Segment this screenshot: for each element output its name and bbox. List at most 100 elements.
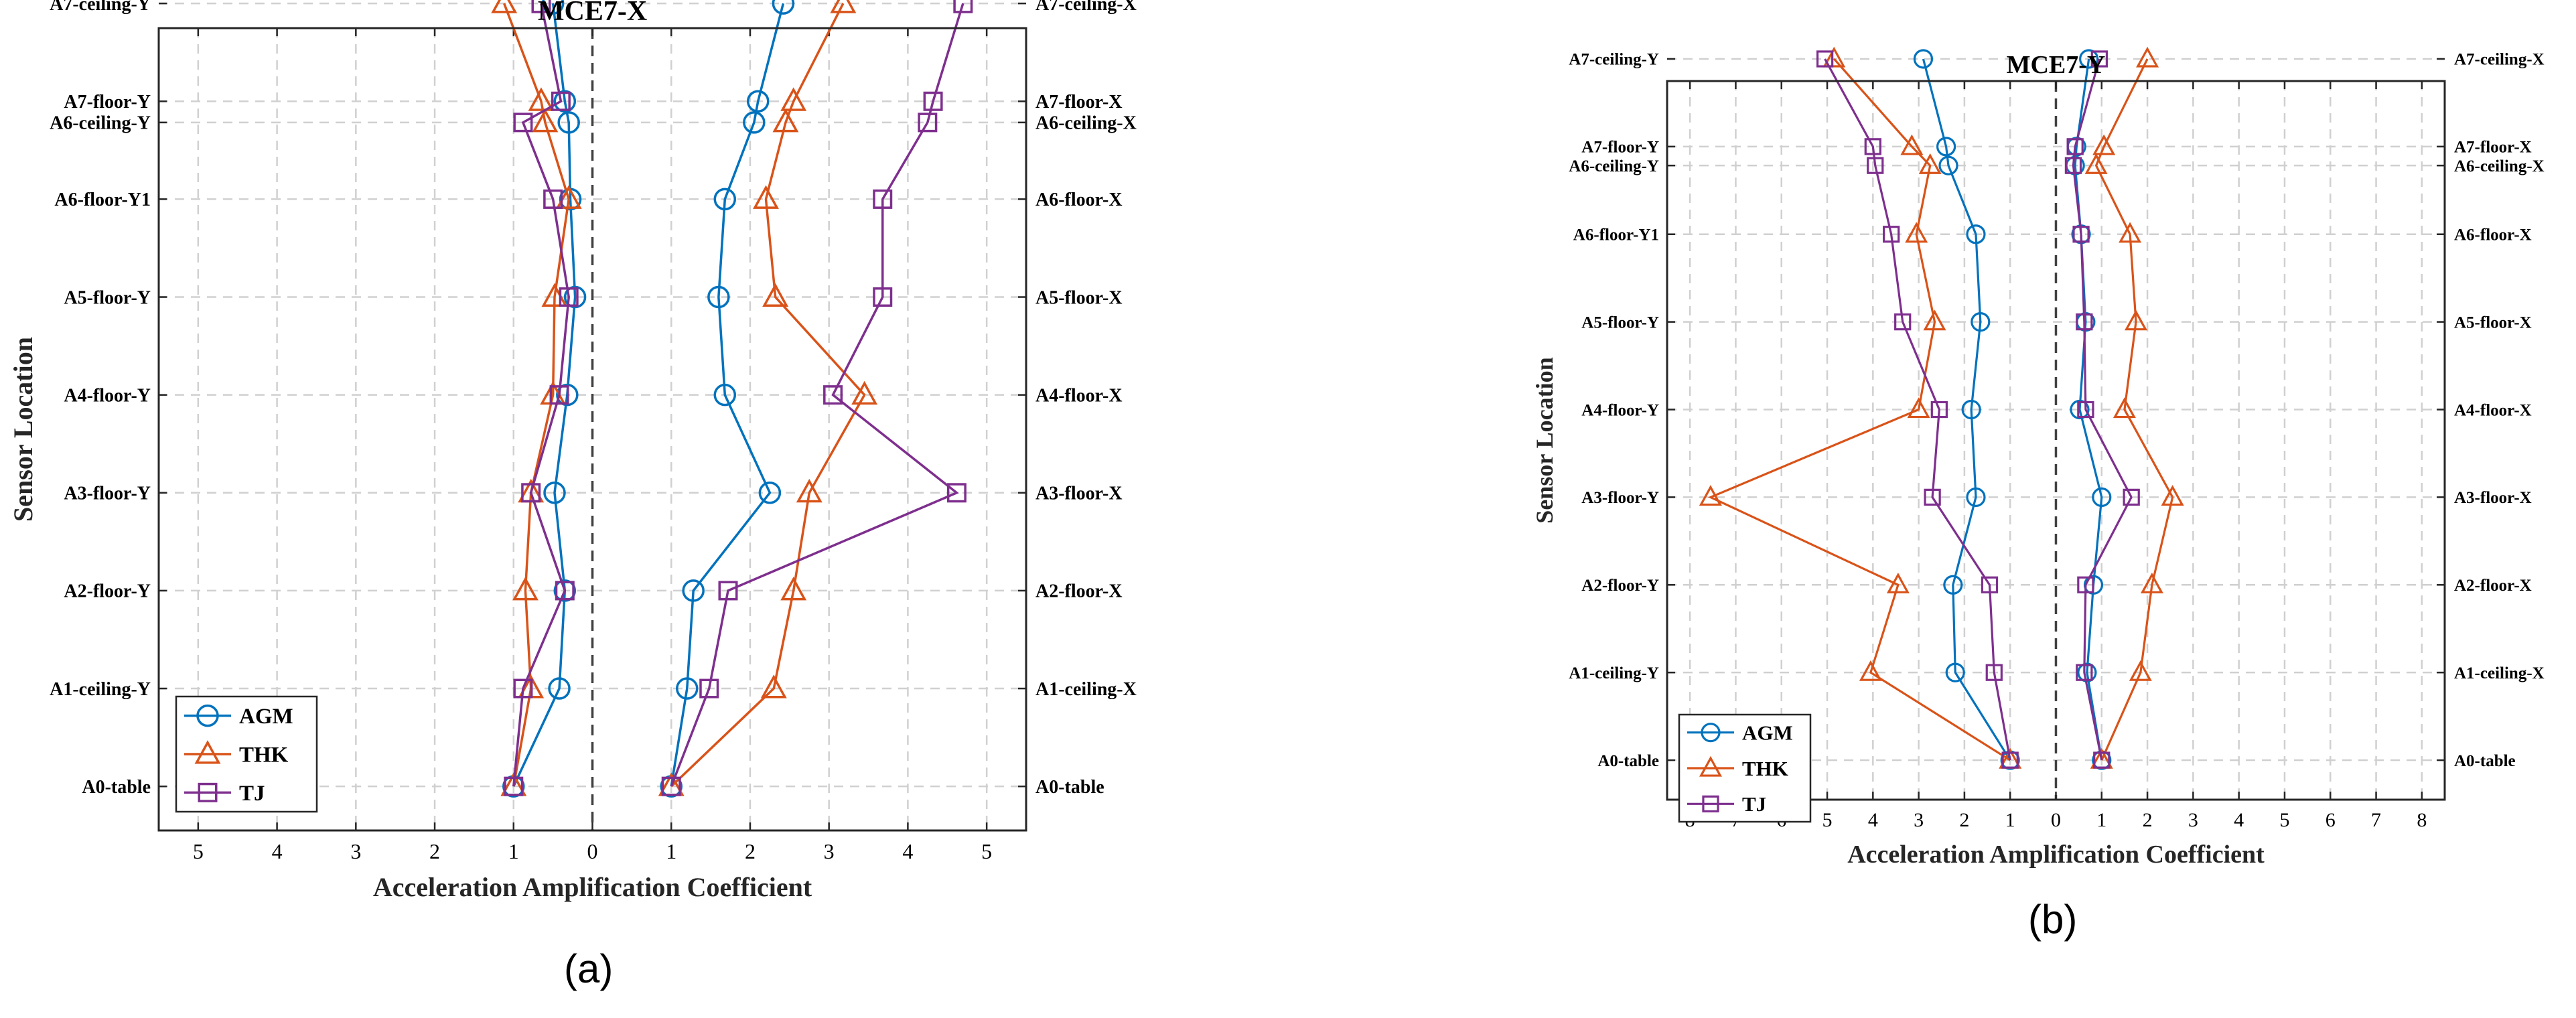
y-tick-label-left: A4-floor-Y — [1581, 401, 1659, 419]
legend-label-agm: AGM — [239, 705, 293, 729]
chart-panel-a: 5 4 3 2 1 0 1 2 3 4 5 A0-table A0-table A1-ceiling-Y A… — [8, 0, 1137, 902]
data-point-left-agm — [1966, 487, 1986, 507]
x-tick-label: 7 — [2371, 809, 2381, 831]
data-point-left-thk — [1886, 573, 1910, 593]
axes-frame — [1666, 80, 2446, 801]
data-point-right-agm — [746, 90, 770, 113]
x-tick-label: 4 — [272, 839, 283, 863]
data-point-left-tj — [1981, 576, 1999, 593]
y-tick-label-left: A0-table — [1597, 752, 1659, 770]
y-tick-label-left: A7-ceiling-Y — [1569, 51, 1659, 69]
data-point-left-agm — [553, 90, 577, 113]
data-point-left-tj — [551, 91, 571, 111]
data-point-left-thk — [1699, 485, 1722, 506]
data-point-left-tj — [1864, 138, 1881, 155]
y-tick-label-left: A1-ceiling-Y — [1569, 664, 1659, 682]
data-point-left-agm — [563, 285, 587, 309]
legend-marker-thk — [1699, 755, 1723, 777]
legend: AGM THK TJ — [1678, 713, 1812, 823]
data-point-left-tj — [1882, 226, 1900, 243]
data-point-right-tj — [923, 91, 943, 111]
y-tick-label-right: A5-floor-X — [1035, 287, 1123, 308]
y-tick-label-right: A3-floor-X — [1035, 484, 1123, 504]
data-point-right-thk — [2125, 309, 2148, 331]
data-point-right-tj — [2076, 313, 2093, 331]
data-point-left-agm — [557, 111, 580, 134]
y-tick-label-left: A6-floor-Y1 — [54, 190, 151, 210]
data-point-right-thk — [780, 87, 807, 111]
y-tick-label-left: A3-floor-Y — [1581, 489, 1659, 507]
x-tick-label: 0 — [587, 839, 598, 863]
data-point-right-tj — [873, 189, 893, 209]
data-point-left-tj — [521, 483, 541, 503]
x-axis-label: Acceleration Amplification Coefficient — [373, 872, 812, 902]
data-point-left-agm — [1966, 224, 1986, 244]
data-point-right-thk — [2113, 397, 2136, 419]
x-tick-label: 2 — [1959, 809, 1969, 831]
y-tick-label-right: A5-floor-X — [2454, 313, 2532, 332]
series-line-right-tj — [2072, 58, 2133, 761]
data-point-right-thk — [2084, 153, 2108, 174]
data-point-left-agm — [1945, 662, 1965, 682]
data-point-left-agm — [1971, 312, 1991, 332]
x-tick-label: 5 — [981, 839, 992, 863]
legend-label-agm: AGM — [1742, 721, 1793, 745]
data-point-right-thk — [2161, 485, 2184, 506]
data-point-left-thk — [1822, 46, 1846, 68]
series-agm — [502, 0, 795, 798]
series-line-left-thk — [1707, 58, 2011, 761]
grid-lines — [159, 2, 1026, 830]
data-point-right-thk — [753, 185, 779, 209]
data-point-right-tj — [2090, 50, 2108, 68]
data-point-left-agm — [1936, 137, 1956, 157]
data-point-left-agm — [1913, 49, 1934, 69]
y-tick-label-right: A7-floor-X — [1035, 92, 1123, 113]
series-line-right-tj — [670, 3, 964, 787]
x-tick-label: 4 — [1868, 809, 1878, 831]
y-tick-label-left: A2-floor-Y — [1581, 577, 1659, 595]
x-tick-label: 3 — [350, 839, 361, 863]
legend-marker-thk — [194, 740, 221, 764]
y-tick-label-right: A7-floor-X — [2454, 139, 2532, 157]
y-axis-label: Sensor Location — [8, 337, 38, 522]
series-line-right-thk — [670, 3, 866, 788]
y-tick-label-left: A5-floor-Y — [64, 287, 151, 308]
x-tick-label: 8 — [2417, 809, 2427, 831]
x-tick-label: 2 — [2143, 809, 2153, 831]
x-axis-label: Acceleration Amplification Coefficient — [1847, 841, 2265, 869]
y-tick-label-right: A1-ceiling-X — [2454, 664, 2545, 682]
data-point-right-tj — [2093, 751, 2110, 769]
series-line-right-thk — [2094, 58, 2174, 761]
data-point-right-agm — [713, 383, 737, 407]
data-point-left-tj — [549, 385, 569, 405]
data-point-left-agm — [1961, 399, 1981, 420]
series-line-left-tj — [512, 3, 570, 787]
y-tick-label-right: A7-ceiling-X — [1035, 0, 1137, 15]
data-point-right-agm — [713, 188, 737, 211]
data-point-left-thk — [555, 185, 582, 209]
legend-label-tj: TJ — [1742, 792, 1766, 816]
data-point-right-thk — [780, 577, 807, 601]
data-point-right-tj — [2123, 488, 2140, 506]
data-point-left-tj — [1816, 50, 1834, 68]
data-point-left-thk — [1907, 397, 1930, 419]
y-tick-label-right: A6-floor-X — [2454, 226, 2532, 244]
x-tick-label: 5 — [1822, 809, 1833, 831]
data-point-right-thk — [760, 674, 787, 699]
chart-title: MCE7-Y — [2007, 51, 2106, 79]
data-point-left-tj — [513, 678, 533, 699]
data-point-left-thk — [1900, 134, 1924, 155]
legend-marker-tj — [198, 782, 218, 802]
data-point-left-agm — [541, 0, 565, 15]
series-tj — [504, 0, 973, 796]
y-tick-label-right: A6-ceiling-X — [2454, 157, 2545, 175]
data-point-left-tj — [531, 0, 551, 13]
y-tick-label-right: A1-ceiling-X — [1035, 679, 1137, 700]
data-point-right-tj — [2077, 576, 2094, 593]
data-point-right-agm — [2070, 399, 2090, 420]
y-tick-label-left: A6-ceiling-Y — [1569, 157, 1659, 175]
data-point-right-thk — [762, 283, 789, 307]
data-point-right-agm — [2079, 49, 2099, 69]
data-point-right-tj — [918, 113, 938, 133]
chart-title: MCE7-X — [538, 0, 647, 27]
